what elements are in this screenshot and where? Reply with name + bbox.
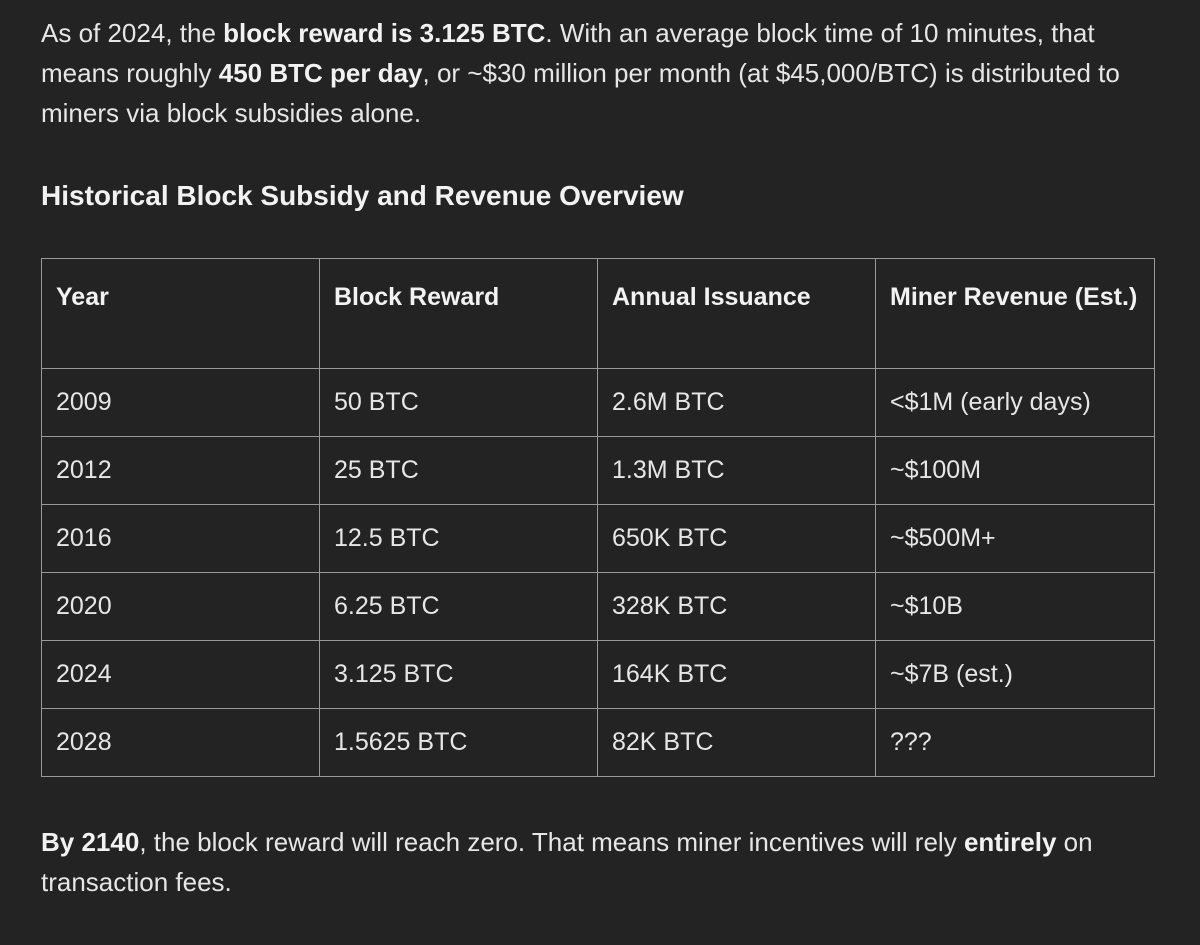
cell-year: 2024 — [41, 640, 320, 709]
cell-annual-issuance: 328K BTC — [597, 572, 876, 641]
intro-text-1: As of 2024, the — [41, 18, 224, 48]
cell-miner-revenue: <$1M (early days) — [875, 368, 1155, 437]
intro-paragraph: As of 2024, the block reward is 3.125 BT… — [41, 13, 1171, 133]
header-miner-revenue: Miner Revenue (Est.) — [875, 258, 1155, 369]
intro-text-3: , or ~$30 million per month (at $45,000/… — [41, 58, 1120, 128]
table-row: 2009 50 BTC 2.6M BTC <$1M (early days) — [41, 368, 1155, 437]
cell-block-reward: 6.25 BTC — [319, 572, 598, 641]
cell-block-reward: 1.5625 BTC — [319, 708, 598, 777]
block-subsidy-table: Year Block Reward Annual Issuance Miner … — [41, 258, 1155, 777]
cell-annual-issuance: 2.6M BTC — [597, 368, 876, 437]
section-heading: Historical Block Subsidy and Revenue Ove… — [41, 180, 684, 211]
cell-block-reward: 3.125 BTC — [319, 640, 598, 709]
table-row: 2016 12.5 BTC 650K BTC ~$500M+ — [41, 504, 1155, 573]
outro-text-1: , the block reward will reach zero. That… — [139, 827, 964, 857]
table-header-row: Year Block Reward Annual Issuance Miner … — [41, 258, 1155, 369]
cell-block-reward: 50 BTC — [319, 368, 598, 437]
cell-year: 2016 — [41, 504, 320, 573]
cell-year: 2020 — [41, 572, 320, 641]
table-row: 2012 25 BTC 1.3M BTC ~$100M — [41, 436, 1155, 505]
cell-annual-issuance: 82K BTC — [597, 708, 876, 777]
table-row: 2024 3.125 BTC 164K BTC ~$7B (est.) — [41, 640, 1155, 709]
table-row: 2028 1.5625 BTC 82K BTC ??? — [41, 708, 1155, 777]
outro-bold-entirely: entirely — [963, 827, 1057, 857]
outro-paragraph: By 2140, the block reward will reach zer… — [41, 822, 1171, 902]
cell-year: 2009 — [41, 368, 320, 437]
cell-year: 2012 — [41, 436, 320, 505]
cell-annual-issuance: 1.3M BTC — [597, 436, 876, 505]
cell-annual-issuance: 164K BTC — [597, 640, 876, 709]
table-row: 2020 6.25 BTC 328K BTC ~$10B — [41, 572, 1155, 641]
cell-annual-issuance: 650K BTC — [597, 504, 876, 573]
intro-text-2: . With an average block time of 10 minut… — [41, 18, 1095, 88]
cell-block-reward: 12.5 BTC — [319, 504, 598, 573]
header-annual-issuance: Annual Issuance — [597, 258, 876, 369]
cell-miner-revenue: ~$7B (est.) — [875, 640, 1155, 709]
cell-miner-revenue: ~$100M — [875, 436, 1155, 505]
outro-bold-by-2140: By 2140 — [41, 827, 140, 857]
cell-miner-revenue: ??? — [875, 708, 1155, 777]
intro-bold-block-reward: block reward is 3.125 BTC — [223, 18, 546, 48]
header-year: Year — [41, 258, 320, 369]
cell-year: 2028 — [41, 708, 320, 777]
outro-text-2: on transaction fees. — [41, 827, 1093, 897]
cell-miner-revenue: ~$500M+ — [875, 504, 1155, 573]
cell-block-reward: 25 BTC — [319, 436, 598, 505]
cell-miner-revenue: ~$10B — [875, 572, 1155, 641]
intro-bold-btc-per-day: 450 BTC per day — [218, 58, 423, 88]
header-block-reward: Block Reward — [319, 258, 598, 369]
